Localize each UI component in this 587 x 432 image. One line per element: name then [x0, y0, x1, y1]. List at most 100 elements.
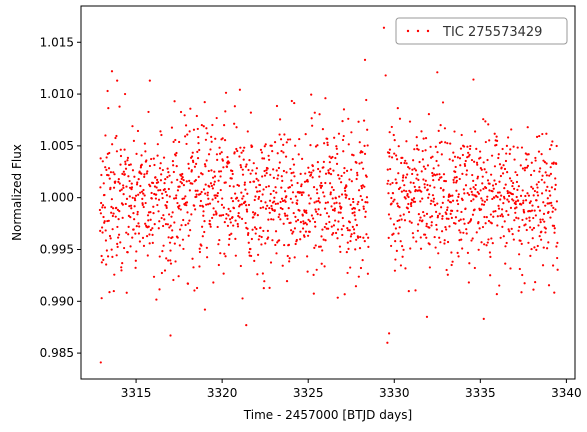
- data-point: [137, 178, 140, 181]
- data-point: [422, 178, 425, 181]
- data-point: [527, 153, 530, 156]
- data-point: [278, 161, 281, 164]
- data-point: [249, 181, 252, 184]
- data-point: [457, 219, 461, 222]
- data-point: [111, 214, 114, 218]
- data-point: [136, 210, 139, 214]
- data-point: [415, 144, 419, 147]
- data-point: [199, 199, 202, 203]
- data-point: [165, 206, 168, 209]
- data-point: [251, 169, 254, 172]
- data-point: [228, 233, 231, 237]
- data-point: [286, 138, 290, 141]
- data-point: [332, 188, 335, 192]
- data-point: [157, 210, 160, 213]
- data-point: [514, 211, 517, 214]
- data-point: [331, 155, 334, 159]
- data-point: [534, 280, 537, 284]
- data-point: [180, 182, 184, 185]
- data-point: [401, 156, 404, 159]
- data-point: [110, 198, 113, 201]
- data-point: [105, 168, 108, 171]
- data-point: [246, 227, 249, 230]
- data-point: [525, 228, 528, 232]
- data-point: [417, 178, 420, 182]
- data-point: [337, 173, 340, 177]
- data-point: [549, 194, 552, 197]
- data-point: [220, 214, 223, 217]
- data-point: [285, 195, 288, 198]
- data-point: [105, 263, 108, 266]
- data-point: [410, 204, 413, 208]
- data-point: [419, 236, 422, 239]
- data-point: [277, 215, 280, 219]
- data-point: [305, 223, 308, 226]
- data-point: [157, 189, 160, 192]
- data-point: [151, 233, 154, 237]
- data-point: [256, 214, 259, 217]
- data-point: [281, 207, 284, 211]
- data-point: [511, 184, 514, 188]
- data-point: [322, 191, 325, 194]
- data-point: [538, 170, 541, 173]
- data-point: [325, 222, 328, 225]
- data-point: [530, 247, 533, 251]
- data-point: [251, 145, 254, 148]
- data-point: [296, 181, 299, 185]
- data-point: [347, 247, 350, 250]
- data-point: [456, 251, 459, 254]
- data-point: [249, 111, 252, 114]
- data-point: [406, 207, 409, 210]
- data-point: [327, 215, 330, 218]
- data-point: [279, 200, 282, 204]
- data-point: [114, 215, 117, 218]
- data-point: [338, 195, 341, 198]
- data-point: [532, 194, 535, 197]
- data-point: [107, 167, 111, 170]
- data-point: [527, 241, 530, 244]
- data-point: [331, 233, 334, 236]
- data-point: [199, 204, 202, 207]
- data-point: [324, 239, 327, 242]
- data-point: [146, 170, 149, 173]
- data-point: [212, 213, 215, 216]
- data-point: [291, 158, 294, 161]
- data-point: [471, 173, 474, 177]
- data-point: [505, 210, 508, 213]
- data-point: [127, 233, 130, 236]
- data-point: [504, 262, 507, 265]
- data-point: [441, 215, 444, 218]
- data-point: [540, 178, 543, 181]
- data-point: [211, 216, 214, 220]
- data-point: [409, 247, 412, 250]
- data-point: [515, 195, 518, 199]
- data-point: [133, 175, 136, 178]
- data-point: [396, 219, 399, 223]
- data-point: [536, 244, 539, 248]
- data-point: [201, 225, 204, 228]
- data-point: [131, 169, 135, 172]
- data-point: [302, 220, 305, 223]
- data-point: [122, 184, 125, 187]
- data-point: [438, 141, 442, 144]
- data-point: [463, 222, 466, 225]
- data-point: [438, 212, 441, 215]
- data-point: [310, 117, 313, 120]
- data-point: [328, 172, 331, 175]
- data-point: [146, 254, 149, 257]
- data-point: [405, 190, 408, 193]
- data-point: [327, 227, 330, 230]
- data-point: [501, 208, 504, 211]
- data-point: [106, 255, 110, 258]
- data-point: [403, 219, 407, 222]
- data-point: [412, 181, 415, 185]
- data-point: [196, 189, 199, 192]
- data-point: [99, 212, 102, 215]
- data-point: [229, 221, 232, 224]
- data-point: [553, 188, 557, 191]
- data-point: [334, 156, 337, 160]
- data-point: [526, 164, 530, 167]
- data-point: [237, 199, 240, 202]
